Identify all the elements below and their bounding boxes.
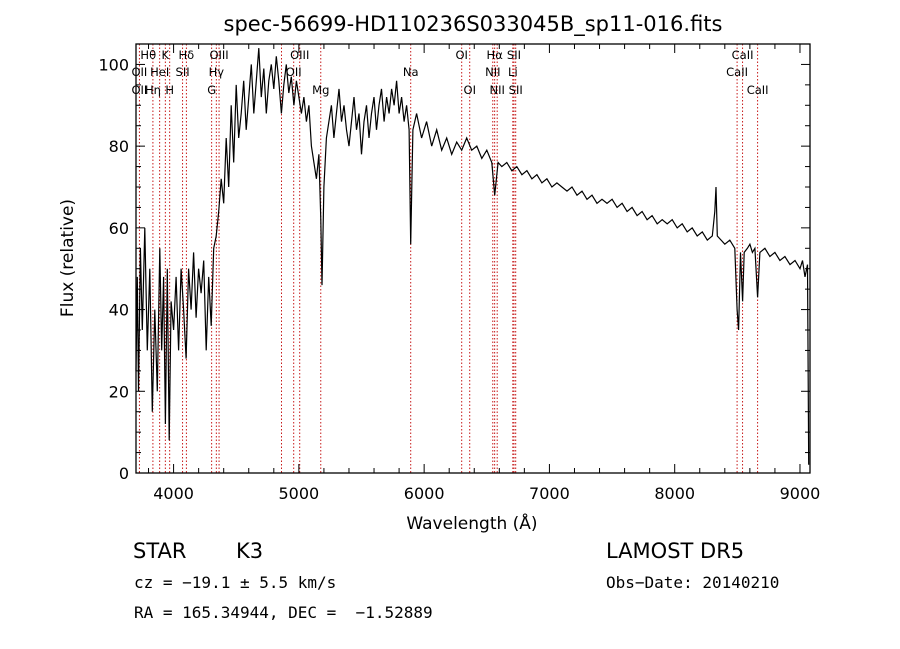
line-label: Hγ (209, 65, 225, 79)
line-label: SII (507, 48, 521, 62)
line-label: CaII (747, 83, 769, 97)
line-label: NII (489, 83, 504, 97)
line-label: Na (403, 65, 419, 79)
y-tick-label: 100 (98, 55, 129, 74)
line-label: OI (455, 48, 467, 62)
line-label: CaII (732, 48, 754, 62)
line-label: SII (176, 65, 190, 79)
y-axis-ticks: 0 20 40 60 80 100 (98, 55, 810, 483)
line-label: Hδ (179, 48, 195, 62)
line-label: OII (286, 65, 302, 79)
x-tick-label: 6000 (404, 484, 445, 503)
line-label: OII (131, 65, 147, 79)
survey-name: LAMOST DR5 (606, 539, 745, 563)
chart-title: spec-56699-HD110236S033045B_sp11-016.fit… (224, 12, 723, 37)
line-label: OII (131, 83, 147, 97)
line-label: Hη (145, 83, 161, 97)
line-label: G (207, 83, 216, 97)
plot-frame (135, 43, 811, 474)
line-label: OI (464, 83, 476, 97)
line-label: HeI (150, 65, 169, 79)
line-label: Li (508, 65, 518, 79)
observation-date: Obs−Date: 20140210 (606, 573, 780, 592)
line-label: OIII (209, 48, 228, 62)
line-label: Hα (487, 48, 504, 62)
x-tick-label: 9000 (780, 484, 821, 503)
line-label: H (165, 83, 174, 97)
y-tick-label: 80 (109, 137, 129, 156)
object-class: STAR (133, 539, 187, 563)
line-label: Mg (312, 83, 329, 97)
x-tick-label: 5000 (279, 484, 320, 503)
line-label: K (162, 48, 170, 62)
spectral-line-markers (138, 44, 759, 473)
x-tick-label: 4000 (153, 484, 194, 503)
line-label: Hθ (140, 48, 156, 62)
line-label: CaII (726, 65, 748, 79)
y-axis-label: Flux (relative) (58, 199, 78, 317)
y-tick-label: 20 (109, 382, 129, 401)
x-axis-label: Wavelength (Å) (406, 512, 537, 534)
y-tick-label: 0 (119, 464, 129, 483)
y-tick-label: 60 (109, 219, 129, 238)
y-tick-label: 40 (109, 301, 129, 320)
redshift-velocity: cz = −19.1 ± 5.5 km/s (134, 573, 337, 592)
line-label: OIII (290, 48, 309, 62)
x-axis-ticks: 4000 5000 6000 7000 8000 9000 (148, 44, 821, 503)
line-label: SII (509, 83, 523, 97)
coordinates: RA = 165.34944, DEC = −1.52889 (134, 603, 433, 622)
spectrum-chart: 4000 5000 6000 7000 8000 9000 0 20 40 60 80 100 OI… (58, 12, 821, 534)
line-label: NII (485, 65, 500, 79)
x-tick-label: 8000 (654, 484, 695, 503)
spectrum-line (135, 48, 810, 465)
object-subclass: K3 (236, 539, 264, 563)
x-tick-label: 7000 (529, 484, 570, 503)
